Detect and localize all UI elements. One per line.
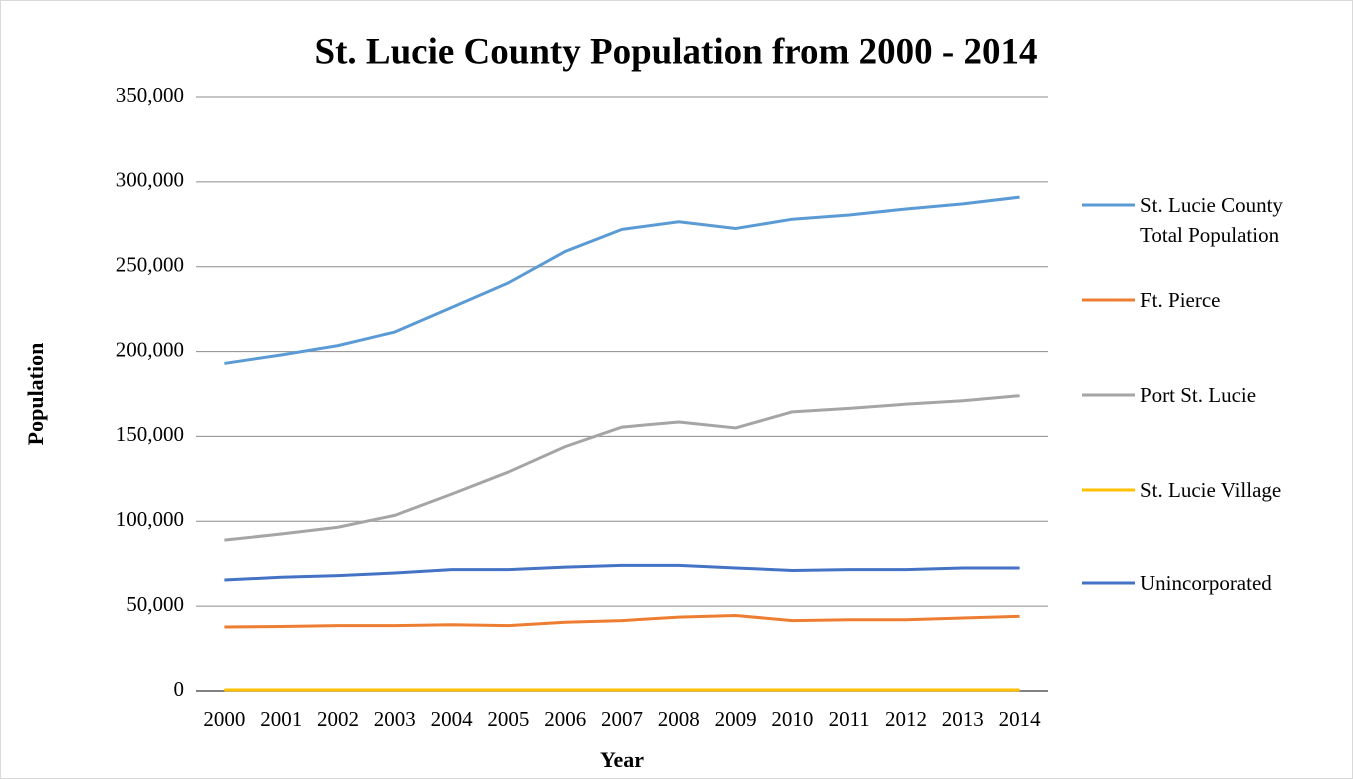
x-tick-label: 2007 <box>601 707 643 731</box>
legend-label: St. Lucie County Total Population <box>1140 193 1283 247</box>
series-line <box>224 195 1020 365</box>
y-tick-label: 150,000 <box>116 422 184 446</box>
y-tick-label: 100,000 <box>116 507 184 531</box>
y-tick-label: 350,000 <box>116 83 184 107</box>
legend-label: St. Lucie Village <box>1140 478 1282 502</box>
x-tick-label: 2014 <box>999 707 1042 731</box>
y-axis-label: Population <box>23 343 48 446</box>
x-tick-label: 2004 <box>431 707 474 731</box>
y-tick-label: 250,000 <box>116 253 184 277</box>
x-tick-label: 2009 <box>715 707 757 731</box>
legend-label: Ft. Pierce <box>1140 288 1221 312</box>
x-tick-label: 2001 <box>260 707 302 731</box>
y-tick-label: 0 <box>174 677 185 701</box>
x-tick-label: 2003 <box>374 707 416 731</box>
x-tick-label: 2005 <box>487 707 529 731</box>
x-axis-label: Year <box>600 747 644 772</box>
legend-label: Port St. Lucie <box>1140 383 1257 407</box>
x-tick-label: 2002 <box>317 707 359 731</box>
x-tick-label: 2010 <box>771 707 813 731</box>
y-tick-label: 300,000 <box>116 168 184 192</box>
series-line <box>224 394 1020 542</box>
x-tick-label: 2000 <box>203 707 245 731</box>
x-tick-label: 2012 <box>885 707 927 731</box>
x-tick-label: 2006 <box>544 707 586 731</box>
chart-title: St. Lucie County Population from 2000 - … <box>315 31 1038 72</box>
series-line <box>224 563 1020 582</box>
y-tick-label: 50,000 <box>126 592 184 616</box>
x-tick-label: 2011 <box>829 707 870 731</box>
x-tick-label: 2013 <box>942 707 984 731</box>
series-line <box>224 613 1020 629</box>
y-tick-label: 200,000 <box>116 337 184 361</box>
x-tick-label: 2008 <box>658 707 700 731</box>
legend-label: Unincorporated <box>1140 571 1272 595</box>
